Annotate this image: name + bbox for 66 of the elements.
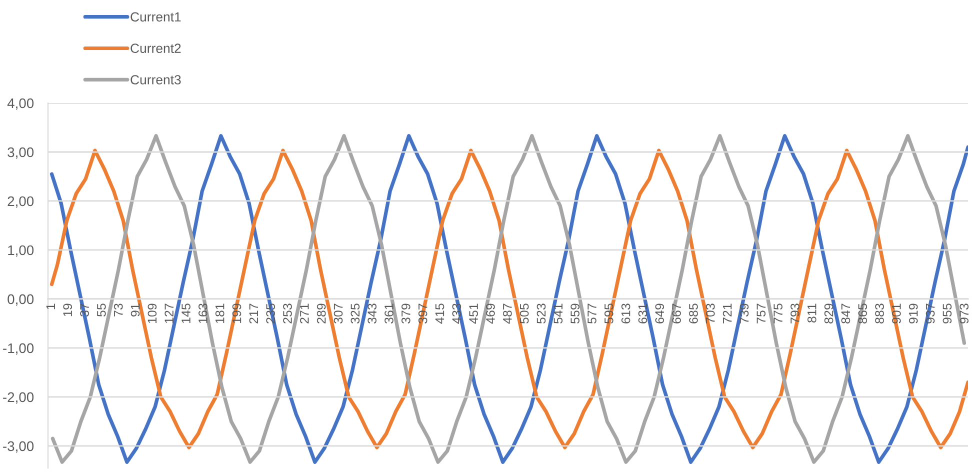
x-tick-label: 937	[926, 304, 935, 324]
x-tick-label: 613	[621, 304, 630, 324]
x-tick-label: 235	[266, 304, 276, 324]
y-tick-label: -1,00	[3, 343, 34, 355]
x-tick-label: 91	[130, 304, 140, 316]
x-tick-label: 955	[942, 304, 952, 324]
x-tick-label: 415	[435, 304, 444, 324]
x-tick-label: 379	[401, 304, 410, 324]
x-tick-label: 55	[97, 304, 106, 317]
x-tick-label: 541	[554, 304, 563, 324]
x-tick-label: 505	[520, 304, 529, 324]
y-tick-label: -3,00	[3, 441, 34, 453]
x-tick-label: 667	[672, 304, 681, 324]
y-tick-label: 3,00	[8, 147, 34, 159]
x-tick-label: 109	[148, 304, 157, 324]
x-tick-label: 271	[300, 304, 309, 324]
x-tick-label: 181	[215, 304, 224, 324]
x-tick-label: 307	[334, 304, 343, 324]
legend-label: Current2	[130, 44, 181, 53]
x-tick-label: 811	[807, 304, 816, 323]
x-tick-label: 253	[283, 304, 292, 324]
x-tick-label: 685	[689, 304, 698, 324]
x-tick-label: 73	[114, 304, 123, 316]
x-tick-label: 469	[486, 304, 495, 324]
x-tick-label: 829	[824, 304, 834, 324]
x-tick-label: 163	[198, 304, 208, 324]
x-tick-label: 37	[80, 304, 89, 317]
y-tick-label: -2,00	[3, 392, 34, 404]
x-tick-label: 289	[316, 304, 326, 324]
y-tick-label: 2,00	[8, 196, 34, 208]
x-tick-label: 325	[350, 304, 360, 324]
y-tick-label: 0,00	[8, 294, 34, 306]
x-tick-label: 739	[740, 304, 749, 324]
x-tick-label: 487	[502, 304, 512, 324]
x-tick-label: 433	[452, 304, 462, 324]
x-tick-label: 973	[960, 304, 969, 324]
y-tick-label: 1,00	[8, 245, 34, 257]
x-tick-label: 343	[368, 304, 377, 324]
y-tick-label: 4,00	[7, 98, 34, 110]
x-tick-label: 217	[249, 304, 258, 324]
x-tick-label: 883	[875, 304, 884, 324]
x-tick-label: 451	[469, 304, 478, 324]
x-tick-label: 145	[182, 304, 190, 324]
x-tick-label: 523	[536, 304, 546, 324]
legend-label: Current1	[130, 12, 181, 22]
x-tick-label: 721	[722, 304, 732, 324]
x-tick-label: 847	[841, 304, 850, 324]
x-tick-label: 703	[706, 304, 715, 324]
x-tick-label: 595	[604, 304, 614, 324]
x-tick-label: 901	[892, 304, 901, 324]
x-tick-label: 865	[858, 304, 868, 324]
x-tick-label: 649	[655, 304, 664, 324]
x-tick-label: 793	[790, 304, 800, 324]
x-tick-label: 361	[384, 304, 394, 324]
x-tick-label: 1	[46, 304, 55, 310]
x-tick-label: 127	[164, 304, 174, 324]
x-tick-label: 919	[908, 304, 918, 324]
x-tick-label: 631	[638, 304, 648, 324]
x-tick-label: 559	[570, 304, 580, 324]
x-tick-label: 775	[774, 304, 782, 324]
x-tick-label: 397	[418, 304, 428, 324]
x-tick-label: 199	[232, 304, 242, 324]
x-tick-label: 577	[588, 304, 596, 324]
legend-label: Current3	[130, 75, 181, 84]
x-tick-label: 19	[63, 304, 72, 316]
x-tick-label: 757	[756, 304, 766, 324]
